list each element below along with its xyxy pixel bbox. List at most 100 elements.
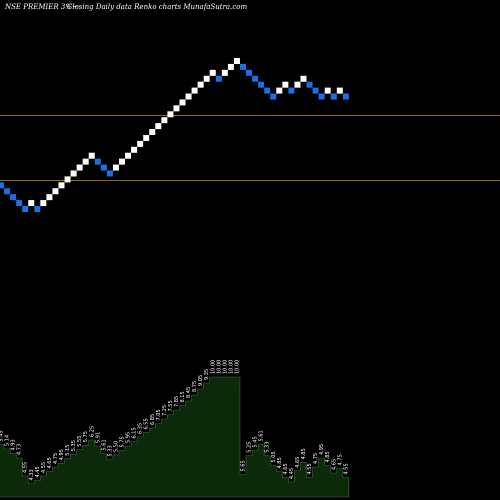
volume-value-label: 4.55 (41, 462, 47, 473)
volume-value-label: 6.55 (144, 418, 150, 429)
volume-value-label: 4.65 (331, 459, 337, 470)
volume-value-label: 7.85 (174, 396, 180, 407)
volume-value-label: 5.75 (120, 436, 126, 447)
volume-value-label: 4.65 (295, 457, 301, 468)
renko-brick-up (149, 129, 156, 136)
renko-brick-up (119, 158, 125, 165)
volume-value-label: 4.95 (319, 444, 325, 455)
renko-brick-up (185, 93, 192, 100)
volume-value-label: 5.45 (253, 436, 259, 447)
renko-brick-down (270, 93, 277, 100)
renko-brick-down (22, 206, 29, 212)
volume-value-label: 5.35 (71, 440, 77, 451)
renko-brick-up (137, 140, 144, 147)
volume-value-label: 4.85 (277, 457, 283, 468)
volume-value-label: 5.65 (241, 460, 247, 471)
renko-brick-up (203, 75, 210, 82)
renko-brick-up (336, 87, 343, 94)
volume-value-label: 4.55 (23, 462, 29, 473)
renko-brick-up (82, 158, 89, 165)
volume-value-label: 6.35 (138, 423, 144, 434)
volume-value-label: 9.35 (204, 369, 210, 380)
renko-brick-up (167, 111, 174, 118)
renko-brick-up (155, 123, 162, 130)
renko-brick-up (179, 99, 186, 106)
renko-brick-down (252, 75, 259, 82)
renko-brick-down (215, 75, 222, 82)
volume-value-label: 7.05 (156, 409, 162, 420)
renko-brick-down (264, 87, 271, 94)
renko-brick-up (324, 87, 331, 94)
renko-brick-up (221, 69, 228, 76)
volume-value-label: 5.55 (77, 436, 83, 447)
volume-value-label: 4.45 (289, 468, 295, 479)
renko-brick-down (106, 170, 113, 177)
reference-lines (0, 115, 500, 181)
renko-brick-up (300, 75, 307, 82)
renko-brick-up (58, 182, 65, 189)
volume-value-label: 6.15 (132, 427, 138, 438)
volume-value-label: 5.05 (271, 451, 277, 462)
volume-value-label: 6.25 (89, 426, 95, 437)
volume-value-label: 5.95 (126, 432, 132, 443)
volume-value-label: 4.75 (313, 453, 319, 464)
renko-brick-down (312, 87, 319, 94)
volume-value-label: 5.91 (95, 432, 101, 443)
renko-brick-up (209, 69, 216, 76)
volume-value-label: 10.00 (234, 360, 240, 374)
renko-brick-down (94, 158, 101, 165)
volume-value-label: 4.85 (301, 448, 307, 459)
volume-value-label: 10.00 (228, 360, 234, 374)
renko-brick-down (0, 182, 4, 189)
renko-brick-down (246, 69, 253, 76)
renko-brick-up (282, 81, 289, 88)
volume-value-label: 5.50 (113, 441, 119, 452)
symbol-label: NSE PREMIER 3%~ (4, 3, 78, 11)
volume-value-label: 5.14 (5, 435, 11, 446)
volume-value-label: 4.65 (283, 463, 289, 474)
renko-brick-up (64, 176, 71, 183)
volume-value-label: 10.00 (216, 360, 222, 374)
volume-value-label: 4.55 (307, 463, 313, 474)
renko-brick-up (40, 200, 47, 207)
renko-brick-down (306, 81, 313, 88)
volume-value-label: 5.33 (265, 442, 271, 453)
volume-value-label: 8.45 (186, 387, 192, 398)
volume-value-label: 5.75 (83, 431, 89, 442)
volume-area: 5.45 5.14 4.93 4.734.554.33 4.45 4.55 4.65 4.75… (0, 360, 349, 498)
renko-brick-up (227, 63, 234, 70)
renko-brick-down (288, 87, 295, 94)
volume-value-label: 5.61 (259, 430, 265, 441)
volume-value-label: 5.15 (65, 445, 71, 456)
volume-value-label: 4.75 (53, 453, 59, 464)
renko-brick-down (240, 63, 246, 70)
volume-value-label: 5.45 (0, 430, 5, 441)
volume-value-label: 10.00 (210, 360, 216, 374)
volume-value-label: 7.55 (168, 400, 174, 411)
renko-brick-up (112, 164, 119, 171)
volume-value-label: 4.45 (35, 466, 41, 477)
volume-value-label: 4.73 (17, 444, 23, 455)
volume-value-label: 8.15 (180, 391, 186, 402)
renko-brick-up (46, 194, 53, 201)
renko-brick-up (125, 152, 132, 159)
renko-brick-down (16, 200, 23, 207)
volume-value-label: 4.75 (337, 454, 343, 465)
volume-value-label: 4.93 (11, 439, 17, 450)
renko-brick-up (52, 188, 59, 195)
renko-brick-up (143, 134, 150, 141)
renko-brick-down (258, 81, 265, 88)
renko-brick-down (34, 206, 41, 212)
volume-value-label: 7.25 (162, 405, 168, 416)
renko-brick-up (233, 58, 240, 64)
renko-brick-down (330, 93, 337, 100)
renko-brick-up (276, 87, 283, 94)
renko-brick-up (70, 170, 77, 177)
renko-brick-up (88, 152, 95, 159)
renko-brick-down (342, 93, 349, 100)
renko-brick-down (318, 93, 325, 100)
volume-value-label: 6.85 (150, 414, 156, 425)
renko-brick-up (161, 117, 168, 124)
volume-value-label: 4.95 (59, 449, 65, 460)
